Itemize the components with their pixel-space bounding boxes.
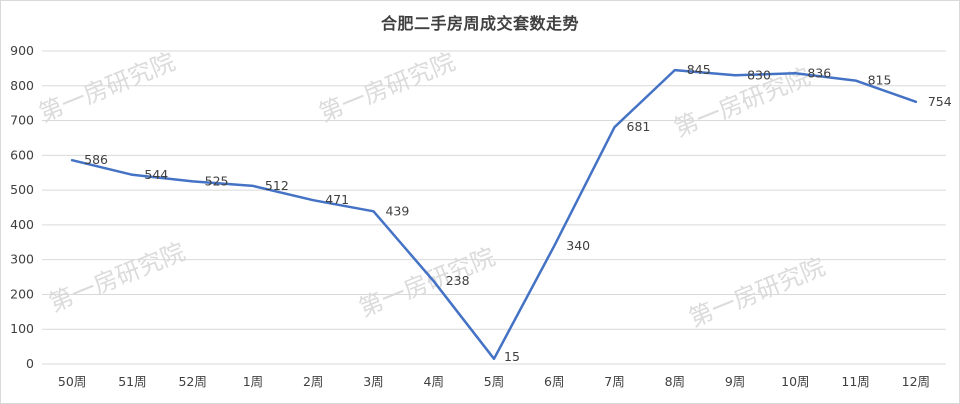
watermark-text: 第一房研究院 [35, 48, 179, 128]
series-line [70, 68, 918, 361]
watermark-text: 第一房研究院 [685, 253, 829, 333]
data-label: 544 [144, 167, 168, 182]
x-tick-label: 11周 [841, 374, 869, 389]
x-tick-label: 12周 [902, 374, 930, 389]
x-tick-label: 9周 [725, 374, 745, 389]
data-label: 512 [265, 178, 289, 193]
x-tick-label: 8周 [665, 374, 685, 389]
data-label: 439 [385, 203, 409, 218]
chart-title: 合肥二手房周成交套数走势 [380, 14, 579, 33]
x-tick-label: 51周 [118, 374, 146, 389]
x-tick-label: 1周 [243, 374, 263, 389]
x-tick-label: 6周 [544, 374, 564, 389]
x-tick-label: 3周 [363, 374, 383, 389]
data-label: 836 [807, 65, 831, 80]
data-label: 471 [325, 192, 349, 207]
y-tick-label: 200 [10, 286, 34, 301]
data-label: 830 [747, 67, 771, 82]
data-label: 238 [446, 273, 470, 288]
y-tick-label: 600 [10, 147, 34, 162]
y-tick-label: 100 [10, 321, 34, 336]
watermark-text: 第一房研究院 [315, 48, 459, 128]
watermark-text: 第一房研究院 [355, 243, 499, 323]
x-tick-label: 10周 [781, 374, 809, 389]
x-tick-label: 50周 [58, 374, 86, 389]
data-label: 815 [868, 73, 892, 88]
data-label: 681 [627, 119, 651, 134]
x-tick-label: 5周 [484, 374, 504, 389]
x-tick-label: 52周 [178, 374, 206, 389]
y-tick-label: 300 [10, 252, 34, 267]
data-label: 15 [504, 349, 520, 364]
x-tick-label: 7周 [604, 374, 624, 389]
x-tick-label: 4周 [424, 374, 444, 389]
y-tick-label: 900 [10, 43, 34, 58]
y-tick-label: 800 [10, 78, 34, 93]
data-label: 586 [84, 152, 108, 167]
x-tick-label: 2周 [303, 374, 323, 389]
y-tick-label: 0 [26, 356, 34, 371]
data-label: 845 [687, 62, 711, 77]
y-tick-label: 400 [10, 217, 34, 232]
watermark-text: 第一房研究院 [45, 238, 189, 318]
data-label: 340 [566, 238, 590, 253]
data-label: 525 [205, 173, 229, 188]
y-tick-label: 500 [10, 182, 34, 197]
data-label: 754 [928, 94, 952, 109]
y-tick-label: 700 [10, 113, 34, 128]
